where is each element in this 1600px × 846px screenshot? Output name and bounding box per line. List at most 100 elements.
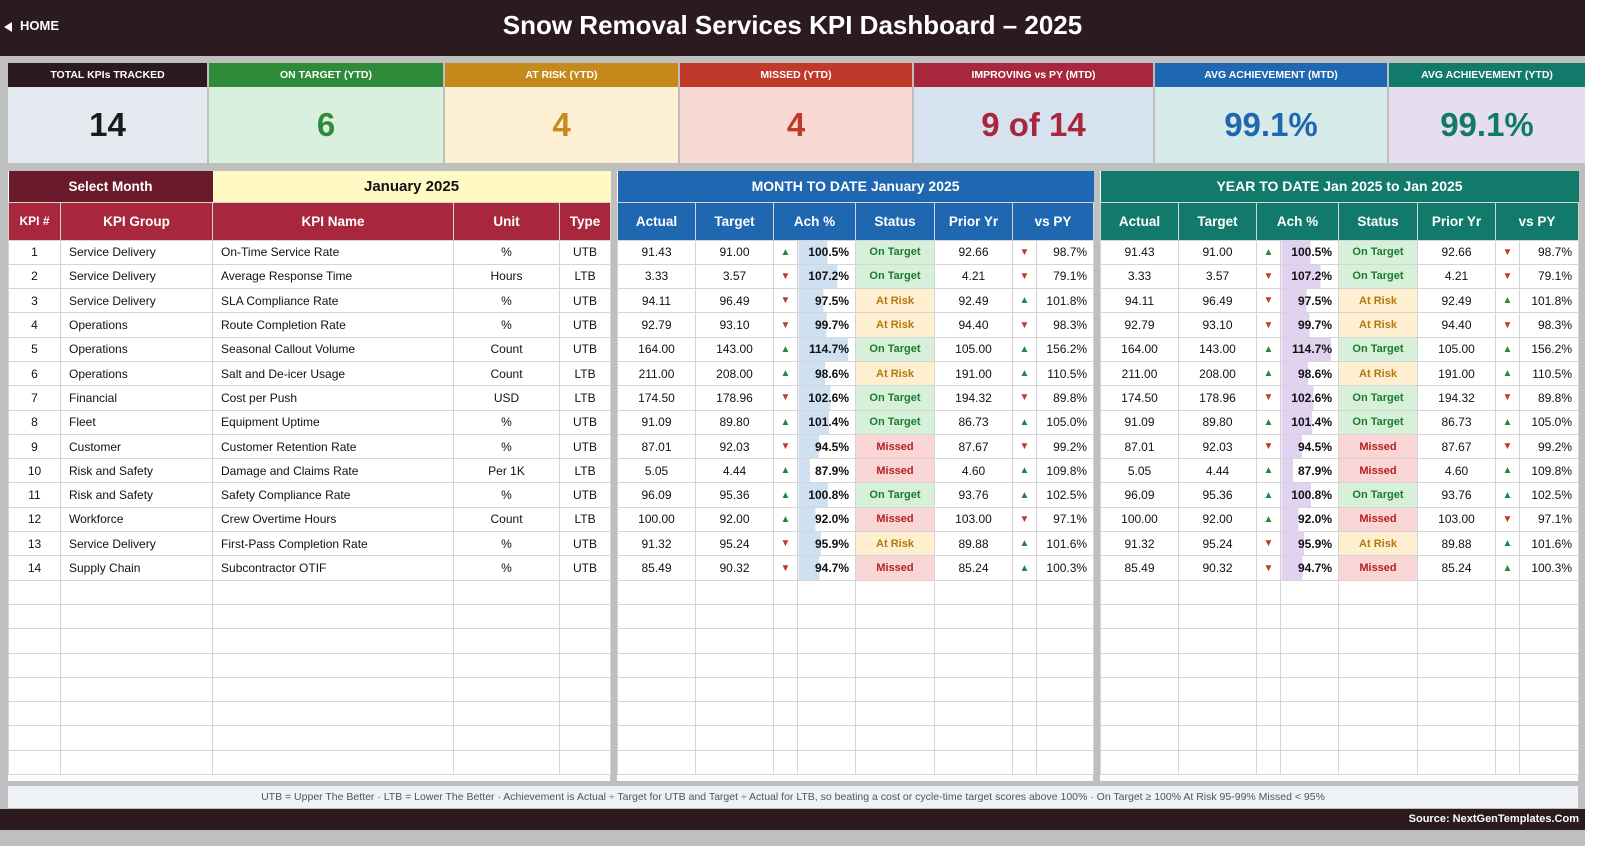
empty-cell xyxy=(212,725,455,751)
mtd-row: 91.09 89.80 ▲ 101.4% On Target 86.73 ▲ 105.0% xyxy=(617,409,1095,435)
empty-cell xyxy=(1178,652,1257,678)
empty-cell xyxy=(1035,749,1095,776)
mtd-prior-yr: 105.00 xyxy=(934,336,1013,362)
ytd-section: YEAR TO DATE Jan 2025 to Jan 2025 Actual… xyxy=(1100,171,1580,781)
empty-cell xyxy=(1280,676,1339,703)
mtd-target: 92.00 xyxy=(695,506,774,533)
mtd-row: 91.32 95.24 ▼ 95.9% At Risk 89.88 ▲ 101.6% xyxy=(617,531,1095,557)
ytd-prior-yr: 191.00 xyxy=(1417,360,1496,387)
empty-cell xyxy=(855,628,935,654)
kpi-list-section: Select Month January 2025 KPI # KPI Grou… xyxy=(8,171,612,781)
kpi-type: UTB xyxy=(559,433,612,460)
empty-cell xyxy=(1012,749,1037,776)
mtd-status-badge: On Target xyxy=(855,409,935,435)
mtd-vs-py: 156.2% xyxy=(1035,336,1095,362)
mtd-target: 4.44 xyxy=(695,458,774,484)
empty-row xyxy=(8,725,612,751)
empty-cell xyxy=(1338,676,1418,703)
select-month-label: Select Month xyxy=(8,171,213,202)
empty-cell xyxy=(59,579,214,605)
empty-cell xyxy=(797,579,856,605)
ytd-prior-yr: 92.66 xyxy=(1417,239,1496,265)
empty-cell xyxy=(559,676,612,703)
empty-cell xyxy=(773,701,798,727)
ytd-prior-yr: 4.60 xyxy=(1417,458,1496,484)
home-button[interactable]: HOME xyxy=(4,18,59,33)
kpi-number: 7 xyxy=(8,385,61,411)
mtd-actual: 91.32 xyxy=(617,531,696,557)
kpi-list-header-row: KPI # KPI Group KPI Name Unit Type xyxy=(8,201,612,241)
arrow-down-icon: ▼ xyxy=(1012,385,1037,411)
empty-cell xyxy=(1417,749,1496,776)
mtd-row: 94.11 96.49 ▼ 97.5% At Risk 92.49 ▲ 101.8% xyxy=(617,288,1095,314)
empty-cell xyxy=(617,579,696,605)
ytd-target: 92.03 xyxy=(1178,433,1257,460)
mtd-vs-py: 110.5% xyxy=(1035,360,1095,387)
empty-cell xyxy=(1256,701,1281,727)
ytd-actual: 164.00 xyxy=(1100,336,1179,362)
ytd-ach-pct: 101.4% xyxy=(1280,409,1339,435)
kpi-group: Supply Chain xyxy=(59,555,214,581)
ytd-vs-py: 79.1% xyxy=(1518,263,1580,290)
empty-cell xyxy=(1035,579,1095,605)
empty-cell xyxy=(797,652,856,678)
arrow-up-icon: ▲ xyxy=(773,360,798,387)
empty-cell xyxy=(1012,603,1037,630)
empty-cell xyxy=(559,725,612,751)
empty-cell xyxy=(1280,749,1339,776)
ytd-target: 95.36 xyxy=(1178,482,1257,508)
select-month-dropdown[interactable]: January 2025 xyxy=(212,171,611,202)
empty-cell xyxy=(1178,676,1257,703)
kpi-number: 3 xyxy=(8,288,61,314)
ytd-target: 91.00 xyxy=(1178,239,1257,265)
arrow-up-icon: ▲ xyxy=(1256,506,1281,533)
ytd-row: 3.33 3.57 ▼ 107.2% On Target 4.21 ▼ 79.1% xyxy=(1100,263,1580,290)
kpi-group: Fleet xyxy=(59,409,214,435)
kpi-card-label: IMPROVING vs PY (MTD) xyxy=(914,63,1153,87)
mtd-actual: 85.49 xyxy=(617,555,696,581)
empty-cell xyxy=(1518,603,1580,630)
kpi-group: Operations xyxy=(59,312,214,338)
mtd-actual: 100.00 xyxy=(617,506,696,533)
mtd-prior-yr: 86.73 xyxy=(934,409,1013,435)
empty-cell xyxy=(1417,676,1496,703)
kpi-group: Financial xyxy=(59,385,214,411)
mtd-prior-yr: 194.32 xyxy=(934,385,1013,411)
empty-cell xyxy=(617,749,696,776)
mtd-vs-py: 98.7% xyxy=(1035,239,1095,265)
empty-cell xyxy=(559,603,612,630)
select-month-row: Select Month January 2025 xyxy=(8,171,611,202)
arrow-up-icon: ▲ xyxy=(1495,360,1520,387)
kpi-unit: Per 1K xyxy=(453,458,561,484)
empty-cell xyxy=(1338,749,1418,776)
arrow-down-icon: ▼ xyxy=(773,385,798,411)
ytd-row: 87.01 92.03 ▼ 94.5% Missed 87.67 ▼ 99.2% xyxy=(1100,433,1580,460)
table-row: 11 Risk and Safety Safety Compliance Rate%… xyxy=(8,482,612,508)
kpi-unit: % xyxy=(453,531,561,557)
col-header-vs-py: vs PY xyxy=(1011,201,1095,241)
arrow-up-icon: ▲ xyxy=(1012,531,1037,557)
mtd-row: 96.09 95.36 ▲ 100.8% On Target 93.76 ▲ 102.5% xyxy=(617,482,1095,508)
empty-cell xyxy=(934,701,1013,727)
kpi-card-at-risk: AT RISK (YTD) 4 xyxy=(445,63,678,163)
arrow-down-icon: ▼ xyxy=(773,312,798,338)
empty-cell xyxy=(797,628,856,654)
empty-row xyxy=(8,676,612,703)
kpi-unit: % xyxy=(453,288,561,314)
empty-cell xyxy=(559,701,612,727)
ytd-vs-py: 99.2% xyxy=(1518,433,1580,460)
empty-cell xyxy=(1417,725,1496,751)
ytd-vs-py: 101.6% xyxy=(1518,531,1580,557)
mtd-target: 178.96 xyxy=(695,385,774,411)
ytd-ach-pct: 98.6% xyxy=(1280,360,1339,387)
empty-cell xyxy=(559,579,612,605)
title-bar: HOME Snow Removal Services KPI Dashboard… xyxy=(0,0,1585,56)
kpi-number: 14 xyxy=(8,555,61,581)
kpi-group: Risk and Safety xyxy=(59,482,214,508)
ytd-status-badge: At Risk xyxy=(1338,531,1418,557)
arrow-down-icon: ▼ xyxy=(773,555,798,581)
empty-cell xyxy=(1417,603,1496,630)
col-header-ach: Ach % xyxy=(1256,201,1339,241)
ytd-target: 143.00 xyxy=(1178,336,1257,362)
ytd-actual: 87.01 xyxy=(1100,433,1179,460)
